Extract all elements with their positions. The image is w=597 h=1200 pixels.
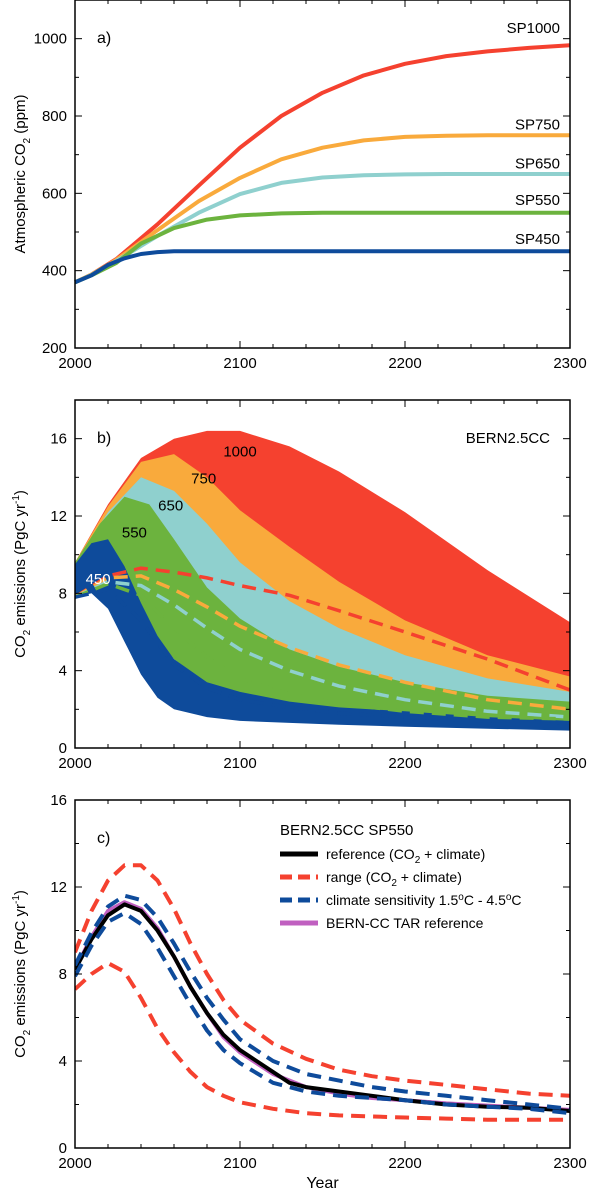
legend-label-tar: BERN-CC TAR reference xyxy=(326,915,484,931)
legend-label-sensitivity: climate sensitivity 1.5oC - 4.5oC xyxy=(326,892,522,908)
band-sp550 xyxy=(75,496,570,729)
band-label-sp550: 550 xyxy=(122,524,147,541)
panel-b-x-tick-label: 2300 xyxy=(553,755,586,772)
panel-b-y-axis-label: CO2 emissions (PgC yr-1) xyxy=(11,490,33,658)
series-label-sp650: SP650 xyxy=(515,155,560,172)
panel-a-x-tick-label: 2200 xyxy=(388,355,421,372)
dashed-line-sp550 xyxy=(75,581,570,721)
panel-b-emissions-bands: 1000 750 650 550 450 BERN2.5CC 2000 2100 2200 230… xyxy=(11,399,587,772)
dashed-line-sp450 xyxy=(75,587,570,725)
panel-b-y-tick-label: 8 xyxy=(59,585,67,602)
panel-c-plot-area xyxy=(75,863,570,1122)
series-label-sp550: SP550 xyxy=(515,192,560,209)
band-label-sp650: 650 xyxy=(158,497,183,514)
series-label-sp750: SP750 xyxy=(515,117,560,134)
panel-b-x-tick-label: 2100 xyxy=(223,755,256,772)
panel-b-y-tick-label: 4 xyxy=(59,663,67,680)
panel-a-x-tick-label: 2000 xyxy=(58,355,91,372)
panel-b-panel-label: b) xyxy=(97,430,111,447)
panel-a-y-tick-label: 800 xyxy=(42,108,67,125)
band-sp650 xyxy=(75,477,570,727)
dashed-line-sp650 xyxy=(75,579,570,719)
panel-c-y-tick-label: 8 xyxy=(59,966,67,983)
dashed-line-sp1000 xyxy=(75,566,570,692)
panel-c-y-axis-label: CO2 emissions (PgC yr-1) xyxy=(11,890,33,1058)
dashed-line-sp750 xyxy=(75,574,570,712)
panel-c-x-tick-label: 2200 xyxy=(388,1155,421,1172)
band-label-sp450: 450 xyxy=(86,571,111,588)
panel-a-plot-frame xyxy=(74,0,571,349)
panel-b-y-tick-label: 0 xyxy=(59,740,67,757)
panel-b-x-tick-label: 2200 xyxy=(388,755,421,772)
panel-a-x-tick-label: 2100 xyxy=(223,355,256,372)
panel-c-y-tick-label: 0 xyxy=(59,1140,67,1157)
panel-c-x-tick-label: 2000 xyxy=(58,1155,91,1172)
panel-a-y-tick-label: 1000 xyxy=(34,31,67,48)
series-line-range xyxy=(75,863,570,1098)
band-label-sp750: 750 xyxy=(191,470,216,487)
panel-a-y-tick-label: 400 xyxy=(42,263,67,280)
series-line-sensitivity xyxy=(75,893,570,1111)
series-label-sp1000: SP1000 xyxy=(507,20,560,37)
legend-label-range: range (CO2 + climate) xyxy=(326,869,462,889)
series-line-sensitivity xyxy=(75,911,570,1116)
panel-b-y-tick-label: 12 xyxy=(50,508,67,525)
panel-c-y-tick-label: 4 xyxy=(59,1053,67,1070)
panel-b-plot-area xyxy=(75,430,570,731)
panel-a-x-tick-label: 2300 xyxy=(553,355,586,372)
panel-c-x-tick-label: 2300 xyxy=(553,1155,586,1172)
legend-title: BERN2.5CC SP550 xyxy=(280,822,413,839)
panel-a-y-axis-label: Atmospheric CO2 (ppm) xyxy=(12,95,33,254)
legend-label-reference: reference (CO2 + climate) xyxy=(326,846,485,866)
panel-c-x-axis-label: Year xyxy=(306,1175,339,1192)
panel-b-x-tick-label: 2000 xyxy=(58,755,91,772)
panel-c-y-tick-label: 16 xyxy=(50,792,67,809)
series-line-range xyxy=(75,961,570,1122)
panel-a-panel-label: a) xyxy=(97,30,111,47)
panel-b-y-tick-label: 16 xyxy=(50,431,67,448)
panel-c-x-tick-label: 2100 xyxy=(223,1155,256,1172)
panel-b-plot-frame xyxy=(74,399,571,749)
panel-a-y-tick-label: 600 xyxy=(42,185,67,202)
band-label-sp1000: 1000 xyxy=(223,443,256,460)
panel-c-emissions-sp550: BERN2.5CC SP550 reference (CO2 + climate)… xyxy=(11,792,587,1192)
series-line-sp450 xyxy=(74,249,570,285)
panel-a-co2-concentration: SP1000 SP750 SP650 SP550 SP450 2000 2100 2200 23… xyxy=(12,0,587,372)
model-annotation: BERN2.5CC xyxy=(466,430,550,447)
panel-c-y-tick-label: 12 xyxy=(50,879,67,896)
series-label-sp450: SP450 xyxy=(515,231,560,248)
panel-a-y-tick-label: 200 xyxy=(42,340,67,357)
panel-c-plot-frame xyxy=(74,799,571,1149)
panel-c-panel-label: c) xyxy=(97,830,110,847)
